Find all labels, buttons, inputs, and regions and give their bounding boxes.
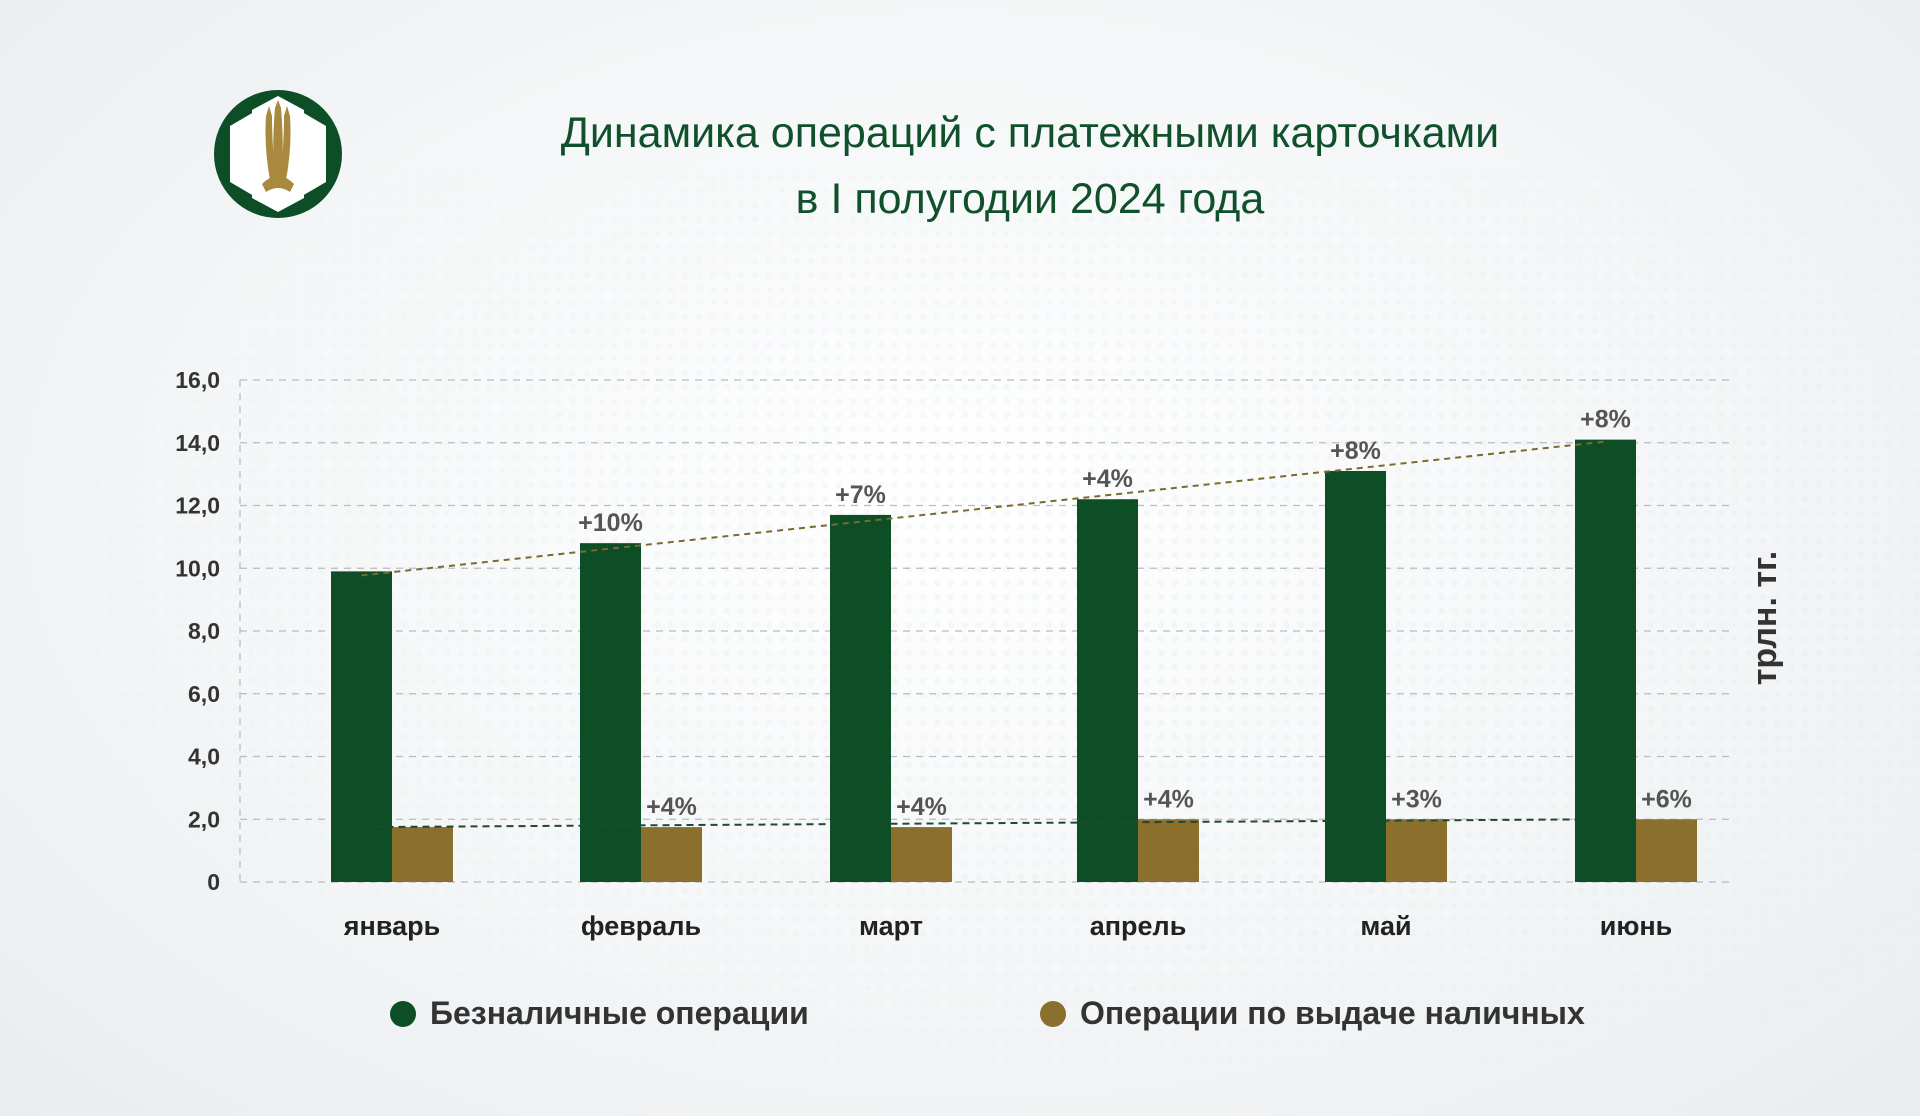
y-tick-label: 8,0 [188, 618, 220, 644]
data-label-cash: +3% [1391, 785, 1442, 813]
x-tick-label: июнь [1600, 911, 1673, 941]
chart-title: Динамика операций с платежными карточкам… [430, 100, 1630, 232]
legend-item-cashless: Безналичные операции [390, 995, 809, 1032]
bar-cashless [331, 571, 392, 882]
chart-title-line1: Динамика операций с платежными карточкам… [560, 109, 1500, 157]
data-label-cash: +6% [1641, 785, 1692, 813]
bar-cash [641, 827, 702, 882]
data-label-cashless: +8% [1580, 406, 1631, 434]
bar-cash [392, 827, 453, 882]
bar-cashless [580, 543, 641, 882]
x-tick-label: апрель [1090, 911, 1187, 941]
bar-cashless [1077, 499, 1138, 882]
data-label-cash: +4% [1143, 785, 1194, 813]
bar-cash [1636, 819, 1697, 882]
y-tick-label: 12,0 [175, 493, 220, 519]
bar-cash [891, 827, 952, 882]
x-tick-label: март [859, 911, 923, 941]
national-bank-emblem-icon [214, 90, 342, 218]
data-label-cashless: +7% [835, 481, 886, 509]
legend-item-cash: Операции по выдаче наличных [1040, 995, 1585, 1032]
data-label-cashless: +4% [1082, 465, 1133, 493]
legend-dot-cashless [390, 1000, 416, 1027]
bar-cashless [1575, 439, 1636, 882]
chart-title-line2: в I полугодии 2024 года [795, 175, 1265, 223]
y-tick-label: 10,0 [175, 555, 220, 581]
x-tick-label: январь [343, 911, 440, 941]
legend-dot-cash [1040, 1000, 1066, 1027]
y-axis-label: трлн. тг. [1746, 550, 1784, 686]
trend-line-cash [362, 818, 1607, 829]
x-tick-label: май [1360, 911, 1411, 941]
bar-cashless [1325, 470, 1386, 882]
bar-cash [1138, 819, 1199, 882]
y-tick-label: 16,0 [175, 367, 220, 393]
y-tick-label: 2,0 [188, 806, 220, 832]
bar-cashless [830, 514, 891, 882]
y-tick-label: 4,0 [188, 744, 220, 770]
legend-label-cash: Операции по выдаче наличных [1080, 995, 1585, 1031]
chart-legend: Безналичные операции Операции по выдаче … [0, 995, 1920, 1035]
data-label-cash: +4% [896, 793, 947, 821]
x-tick-label: февраль [581, 911, 701, 941]
data-label-cashless: +10% [578, 509, 643, 537]
y-tick-label: 14,0 [175, 430, 220, 456]
trend-line-cashless [361, 440, 1606, 577]
bar-cash [1386, 819, 1447, 882]
data-label-cash: +4% [646, 793, 697, 821]
y-tick-label: 0 [207, 869, 220, 895]
data-label-cashless: +8% [1330, 437, 1381, 465]
legend-label-cashless: Безналичные операции [430, 995, 809, 1031]
y-tick-label: 6,0 [188, 681, 220, 707]
